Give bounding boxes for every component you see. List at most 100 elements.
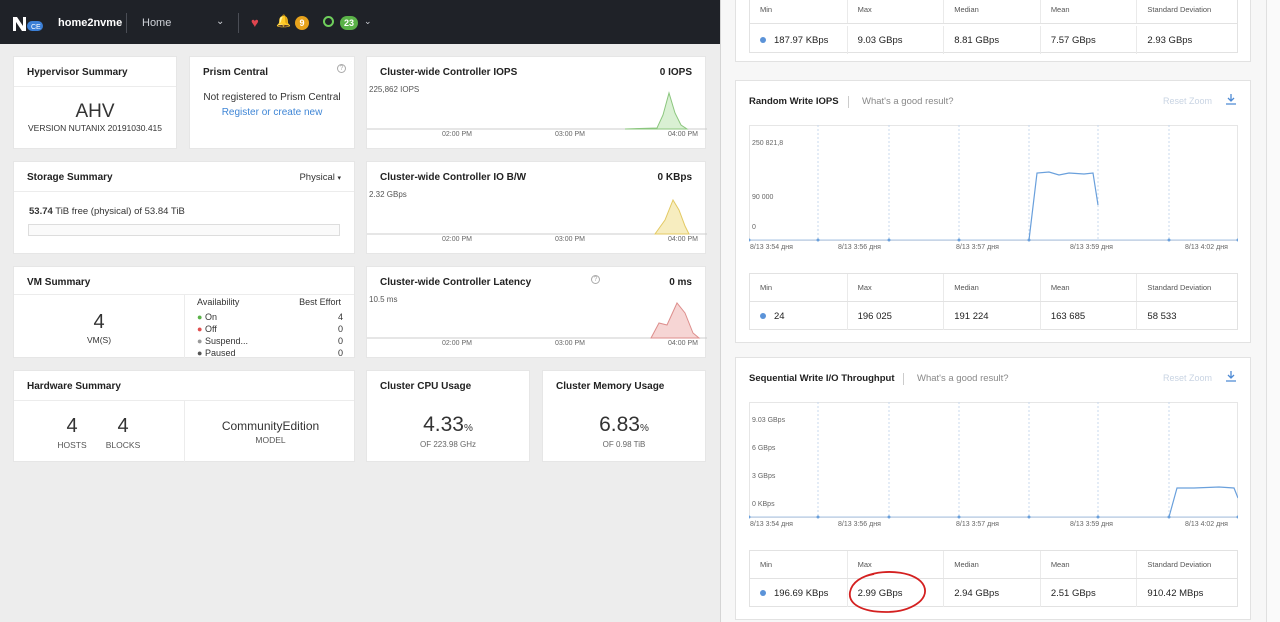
- cluster-name[interactable]: home2nvme: [58, 17, 123, 29]
- download-icon[interactable]: [1226, 94, 1236, 105]
- y-tick: 0: [752, 224, 756, 231]
- series-dot-icon: [760, 37, 766, 43]
- scrollbar[interactable]: [1266, 0, 1280, 622]
- hypervisor-name: AHV: [75, 101, 115, 122]
- stats-card-top: Min Max Median Mean Standard Deviation 1…: [735, 0, 1251, 62]
- home-menu[interactable]: Home: [142, 17, 172, 29]
- header-cell: Mean: [1041, 551, 1138, 578]
- list-item: ● Off 0: [197, 323, 343, 335]
- state-value: 4: [337, 312, 343, 322]
- best-effort-header: Best Effort: [299, 297, 341, 307]
- state-value: 0: [337, 324, 343, 334]
- stats-table: Min Max Median Mean Standard Deviation 1…: [749, 0, 1238, 54]
- cpu-percent: 4.33: [423, 413, 464, 436]
- health-heart-icon[interactable]: ♥: [251, 15, 259, 30]
- stat-cell: 7.57 GBps: [1041, 26, 1138, 54]
- help-icon[interactable]: ?: [337, 64, 346, 73]
- chevron-down-icon[interactable]: ⌄: [364, 16, 372, 26]
- random-write-iops-chart: [749, 125, 1238, 242]
- memory-capacity: OF 0.98 TiB: [602, 440, 646, 449]
- state-label: ● Suspend...: [197, 335, 248, 347]
- annotation-circle: [849, 571, 926, 613]
- cpu-usage-value: 4.33%: [367, 413, 529, 437]
- x-tick: 8/13 3:57 дня: [956, 244, 999, 251]
- header-cell: Median: [944, 274, 1041, 301]
- storage-type-dropdown[interactable]: Physical ▾: [299, 172, 341, 183]
- memory-percent: 6.83: [599, 413, 640, 436]
- y-axis-max: 225,862 IOPS: [369, 85, 420, 94]
- caret-down-icon: ▾: [337, 175, 341, 182]
- stat-cell: 196.69 KBps: [750, 579, 848, 607]
- card-title: Sequential Write I/O Throughput: [749, 373, 895, 384]
- iops-sparkline: [367, 91, 707, 130]
- good-result-link[interactable]: What's a good result?: [917, 373, 1009, 384]
- bell-icon[interactable]: 🔔: [276, 14, 291, 28]
- vm-state-list: ● On 4 ● Off 0 ● Suspend... 0 ● Paused 0: [197, 311, 343, 359]
- good-result-link[interactable]: What's a good result?: [862, 96, 954, 107]
- stat-cell: 163 685: [1041, 302, 1138, 330]
- reset-zoom-button[interactable]: Reset Zoom: [1162, 373, 1212, 383]
- percent-unit: %: [639, 423, 649, 434]
- list-item: ● Suspend... 0: [197, 335, 343, 347]
- tasks-ring-icon[interactable]: [323, 16, 334, 27]
- stat-cell: 2.93 GBps: [1147, 34, 1193, 46]
- random-write-iops-card: Random Write IOPS What's a good result? …: [735, 80, 1251, 343]
- download-icon[interactable]: [1226, 371, 1236, 382]
- vm-count-label: VM(S): [86, 335, 112, 345]
- availability-header: Availability: [197, 297, 240, 307]
- stat-cell: 24: [750, 302, 848, 330]
- help-icon[interactable]: ?: [591, 275, 600, 284]
- hardware-summary-card: Hardware Summary 4 HOSTS 4 BLOCKS Commun…: [13, 370, 355, 463]
- stat-value: 196.69 KBps: [774, 587, 829, 599]
- card-title: Cluster CPU Usage: [380, 381, 472, 392]
- card-title: Cluster Memory Usage: [556, 381, 665, 392]
- state-name: Suspend...: [204, 336, 248, 346]
- stat-cell: 910.42 MBps: [1147, 587, 1204, 599]
- card-title: Prism Central: [203, 67, 269, 78]
- state-dot-icon: ●: [197, 348, 203, 358]
- hypervisor-version: VERSION NUTANIX 20191030.415: [27, 123, 163, 133]
- x-tick: 04:00 PM: [668, 340, 698, 347]
- card-title: Random Write IOPS: [749, 96, 839, 107]
- y-tick: 6 GBps: [752, 445, 776, 452]
- x-tick: 8/13 3:54 дня: [750, 521, 793, 528]
- stat-value: 187.97 KBps: [774, 34, 829, 46]
- stats-table: Min Max Median Mean Standard Deviation 1…: [749, 550, 1238, 607]
- divider: [14, 191, 354, 192]
- card-title: Cluster-wide Controller IO B/W: [380, 172, 527, 183]
- hosts-count: 4: [66, 415, 78, 437]
- controller-iops-card: Cluster-wide Controller IOPS 0 IOPS 225,…: [366, 56, 707, 149]
- divider: [184, 400, 185, 463]
- svg-text:CE: CE: [31, 24, 41, 31]
- hosts-label: HOSTS: [57, 440, 87, 450]
- y-axis-max: 2.32 GBps: [369, 190, 407, 199]
- divider: [848, 96, 849, 108]
- state-label: ● On: [197, 311, 217, 323]
- cpu-capacity: OF 223.98 GHz: [419, 440, 477, 449]
- reset-zoom-button[interactable]: Reset Zoom: [1162, 96, 1212, 106]
- card-title: Storage Summary: [27, 172, 113, 183]
- chevron-down-icon[interactable]: ⌄: [216, 16, 225, 27]
- header-cell: Min: [750, 0, 848, 23]
- storage-free-text: 53.74 TiB free (physical) of 53.84 TiB: [29, 206, 185, 217]
- prism-central-card: Prism Central ? Not registered to Prism …: [189, 56, 355, 149]
- stats-header: Min Max Median Mean Standard Deviation: [750, 274, 1237, 302]
- state-value: 0: [337, 348, 343, 358]
- x-tick: 8/13 3:56 дня: [838, 244, 881, 251]
- tasks-badge[interactable]: 23: [340, 16, 358, 30]
- y-tick: 0 KBps: [752, 501, 775, 508]
- divider: [238, 13, 239, 33]
- prism-status-text: Not registered to Prism Central: [203, 92, 341, 103]
- header-cell: Standard Deviation: [1147, 560, 1212, 569]
- register-link[interactable]: Register or create new: [221, 107, 323, 118]
- card-title: Cluster-wide Controller Latency: [380, 277, 532, 288]
- x-tick: 8/13 3:59 дня: [1070, 521, 1113, 528]
- nutanix-logo[interactable]: CE: [13, 15, 45, 33]
- y-tick: 90 000: [752, 194, 774, 201]
- alerts-badge[interactable]: 9: [295, 16, 309, 30]
- header-cell: Max: [848, 274, 945, 301]
- header-cell: Min: [750, 274, 848, 301]
- state-value: 0: [337, 336, 343, 346]
- io-bw-sparkline: [367, 198, 707, 235]
